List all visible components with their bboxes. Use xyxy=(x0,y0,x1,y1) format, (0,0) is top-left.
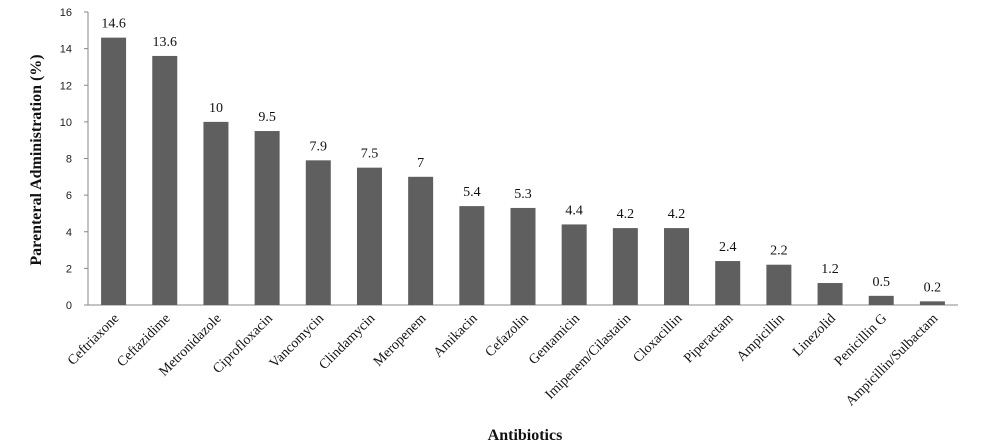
y-tick-label: 10 xyxy=(60,117,72,129)
data-label-11: 4.2 xyxy=(668,207,686,222)
y-tick-label: 14 xyxy=(60,44,72,56)
category-label-6: Meropenem xyxy=(371,311,430,370)
data-label-10: 4.2 xyxy=(617,207,635,222)
category-label-5: Clindamycin xyxy=(317,311,379,373)
bar-13 xyxy=(766,264,792,305)
y-axis-title: Parenteral Administration (%) xyxy=(28,54,45,265)
data-label-0: 14.6 xyxy=(101,17,126,32)
data-label-16: 0.2 xyxy=(924,280,942,295)
bar-1 xyxy=(152,55,178,306)
bar-9 xyxy=(561,224,587,305)
data-label-13: 2.2 xyxy=(770,244,788,259)
category-label-16: Ampicillin/Sulbactam xyxy=(843,311,941,409)
category-label-10: Imipenem/Cilastatin xyxy=(543,311,634,402)
bar-6 xyxy=(408,176,434,305)
category-label-14: Linezolid xyxy=(790,311,839,360)
data-label-1: 13.6 xyxy=(153,35,178,50)
category-label-12: Piperactam xyxy=(681,311,736,366)
y-axis: 0 2 4 6 8 10 12 14 16 xyxy=(60,7,89,312)
category-label-8: Cefazolin xyxy=(483,311,532,360)
bar-3 xyxy=(254,131,280,305)
data-label-9: 4.4 xyxy=(565,203,583,218)
data-label-6: 7 xyxy=(417,156,424,171)
data-labels: 14.6 13.6 10 9.5 7.9 7.5 7 5.4 5.3 4.4 4.2 4.2 2.4 2.… xyxy=(101,17,941,296)
data-label-14: 1.2 xyxy=(821,262,839,277)
bars xyxy=(101,37,945,306)
y-tick-label: 16 xyxy=(60,7,72,19)
y-tick-label: 0 xyxy=(66,300,72,312)
bar-15 xyxy=(868,295,894,305)
bar-7 xyxy=(459,206,485,305)
bar-10 xyxy=(612,228,638,305)
bar-0 xyxy=(101,37,127,305)
bar-12 xyxy=(715,261,741,305)
bar-16 xyxy=(919,301,945,305)
y-tick-label: 6 xyxy=(66,190,72,202)
category-label-11: Cloxacillin xyxy=(631,311,686,366)
category-label-7: Amikacin xyxy=(431,311,481,361)
bar-4 xyxy=(305,160,331,305)
x-axis-title: Antibiotics xyxy=(488,427,563,444)
y-tick-label: 2 xyxy=(66,263,72,275)
y-tick-label: 8 xyxy=(66,154,72,166)
category-label-13: Ampicillin xyxy=(734,311,788,365)
bar-5 xyxy=(356,167,382,305)
data-label-5: 7.5 xyxy=(361,147,379,162)
data-label-4: 7.9 xyxy=(310,139,328,154)
y-tick-label: 12 xyxy=(60,80,72,92)
bar-8 xyxy=(510,207,536,305)
data-label-7: 5.4 xyxy=(463,185,481,200)
data-label-3: 9.5 xyxy=(258,110,276,125)
bar-14 xyxy=(817,283,843,305)
data-label-8: 5.3 xyxy=(514,187,532,202)
data-label-2: 10 xyxy=(209,101,223,116)
y-tick-label: 4 xyxy=(66,227,72,239)
data-label-12: 2.4 xyxy=(719,240,737,255)
bar-11 xyxy=(664,228,690,305)
category-labels: CeftriaxoneCeftazidimeMetronidazoleCipro… xyxy=(65,311,941,409)
bar-2 xyxy=(203,121,229,305)
data-label-15: 0.5 xyxy=(872,275,890,290)
